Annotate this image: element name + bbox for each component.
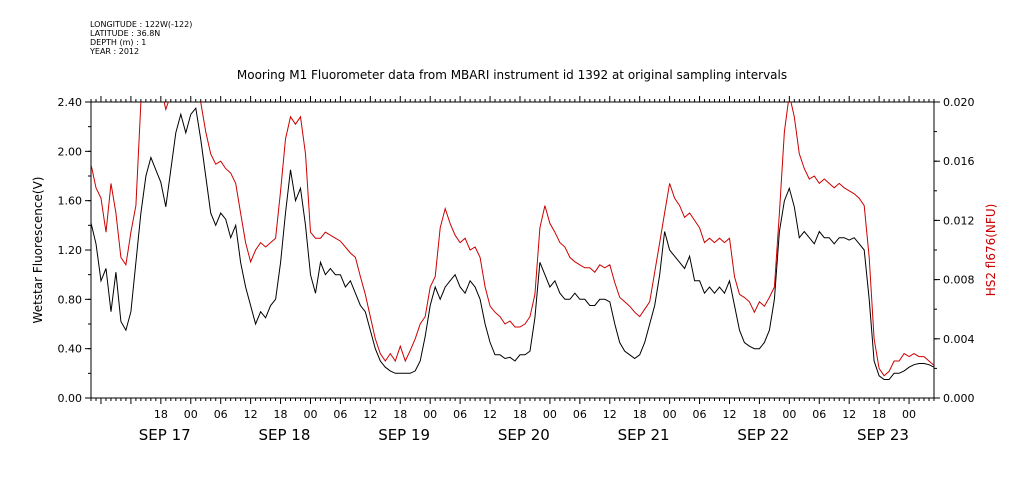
- y-tick-label-left: 2.40: [58, 96, 83, 109]
- x-hour-label: 06: [333, 408, 347, 421]
- x-hour-label: 00: [423, 408, 437, 421]
- x-hour-label: 12: [603, 408, 617, 421]
- x-hour-label: 00: [303, 408, 317, 421]
- x-hour-label: 12: [244, 408, 258, 421]
- x-hour-label: 00: [663, 408, 677, 421]
- x-hour-label: 18: [274, 408, 288, 421]
- x-hour-label: 18: [393, 408, 407, 421]
- x-day-label: SEP 23: [857, 426, 909, 444]
- y-tick-label-right: 0.000: [943, 392, 975, 405]
- x-hour-label: 18: [154, 408, 168, 421]
- y-tick-label-right: 0.008: [943, 274, 975, 287]
- x-day-label: SEP 22: [737, 426, 789, 444]
- x-day-label: SEP 21: [618, 426, 670, 444]
- x-day-label: SEP 18: [258, 426, 310, 444]
- y-tick-label-right: 0.020: [943, 96, 975, 109]
- x-day-label: SEP 19: [378, 426, 430, 444]
- y-tick-label-left: 1.60: [58, 195, 83, 208]
- x-hour-label: 12: [363, 408, 377, 421]
- x-hour-label: 06: [693, 408, 707, 421]
- y-tick-label-right: 0.012: [943, 214, 975, 227]
- x-hour-label: 18: [872, 408, 886, 421]
- y-axis-label-right: HS2 fl676(NFU): [984, 204, 998, 297]
- axes-layer: 18 00 06 12 18 00 06 12 18 00 06 12 18 00 06 12 18 00 06 12…: [58, 96, 975, 444]
- series-line-hs2: [91, 102, 934, 377]
- x-hour-label: 12: [483, 408, 497, 421]
- x-hour-label: 00: [543, 408, 557, 421]
- chart-title: Mooring M1 Fluorometer data from MBARI i…: [237, 68, 787, 82]
- x-hour-label: 06: [453, 408, 467, 421]
- y-tick-label-left: 1.20: [58, 244, 83, 257]
- x-hour-label: 18: [513, 408, 527, 421]
- metadata-block: LONGITUDE : 122W(-122) LATITUDE : 36.8N …: [90, 20, 192, 56]
- x-hour-label: 00: [902, 408, 916, 421]
- x-hour-label: 06: [573, 408, 587, 421]
- series-layer: [91, 102, 934, 380]
- meta-year: YEAR : 2012: [90, 47, 140, 56]
- y-tick-label-right: 0.016: [943, 155, 975, 168]
- x-hour-label: 12: [722, 408, 736, 421]
- y-axis-label-left: Wetstar Fluorescence(V): [31, 177, 45, 324]
- x-day-label: SEP 17: [139, 426, 191, 444]
- x-hour-label: 00: [782, 408, 796, 421]
- meta-longitude: LONGITUDE : 122W(-122): [90, 20, 193, 29]
- x-hour-label: 18: [752, 408, 766, 421]
- meta-depth: DEPTH (m) : 1: [90, 38, 147, 47]
- x-hour-label: 00: [184, 408, 198, 421]
- y-tick-label-left: 2.00: [58, 145, 83, 158]
- y-tick-label-right: 0.004: [943, 333, 975, 346]
- y-tick-label-left: 0.80: [58, 293, 83, 306]
- y-tick-label-left: 0.00: [58, 392, 83, 405]
- x-day-label: SEP 20: [498, 426, 550, 444]
- x-hour-label: 06: [812, 408, 826, 421]
- plot-frame: [90, 101, 935, 399]
- x-hour-label: 06: [214, 408, 228, 421]
- series-line-wetstar: [91, 107, 934, 380]
- meta-latitude: LATITUDE : 36.8N: [90, 29, 161, 38]
- y-tick-label-left: 0.40: [58, 343, 83, 356]
- x-hour-label: 12: [842, 408, 856, 421]
- x-hour-label: 18: [633, 408, 647, 421]
